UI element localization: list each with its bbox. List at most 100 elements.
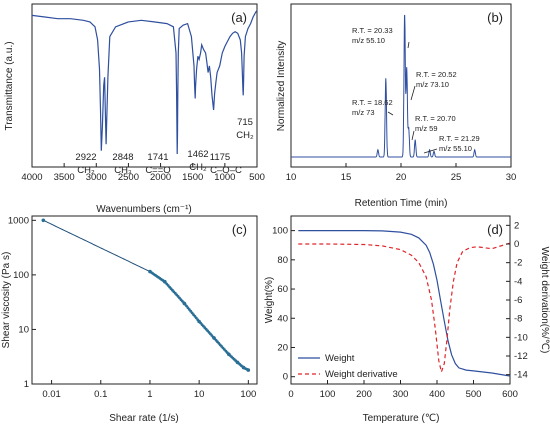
panel-c-xtick-label: 0.1 [94,389,107,400]
panel-a-ir-line [31,10,258,155]
panel-c-ticks: 0.01 0.1 1 10 100 1 10 100 1000 [8,215,256,400]
panel-b-x-ticks: 10 15 20 25 30 [286,163,517,183]
panel-d-xtick-label: 500 [466,389,482,400]
panel-b-chromatogram-line [291,14,511,158]
panel-d-y2tick-label: -8 [514,314,522,325]
panel-d-xtick-label: 300 [393,389,409,400]
panel-d-y2tick-label: -14 [514,370,528,381]
legend-derivative-label: Weight derivative [325,369,398,380]
viscosity-point [246,368,250,372]
panel-d-y2tick-label: 2 [514,220,519,231]
panel-d-ytick-label: 40 [277,313,288,324]
annotation-1175: 1175 [210,152,230,163]
annotation-1741: 1741 [147,152,168,163]
panel-a-xtick-label: 4000 [21,172,42,183]
panel-c-xtick-label: 100 [240,389,256,400]
panel-a-annotations: 2922 CH₂ 2848 CH₃ 1741 C==O 1462 CH₂ 117… [75,117,254,176]
arrow-1862 [387,111,394,116]
panel-c-label: (c) [232,222,247,237]
panel-d-y2tick-label: -10 [514,332,528,343]
panel-a-xtick-label: 1000 [214,172,235,183]
annotation-1462: 1462 [187,149,208,160]
annotation-2848-group: CH₃ [114,165,132,176]
annotation-1741-group: C==O [145,165,170,176]
panel-b-xtick-label: 10 [286,172,297,183]
panel-a-xtick-label: 3500 [54,172,75,183]
panel-d-xlabel: Temperature (℃) [363,413,440,424]
panel-c: (c) 0.01 0.1 1 10 100 1 10 100 1000 Shear rate (… [1,215,258,424]
arrow-2052 [410,85,416,101]
annotation-rt-2052: R.T. = 20.52 [416,70,457,79]
panel-d-ytick-label: 60 [277,284,288,295]
panel-c-ytick-label: 1000 [8,215,29,226]
panel-d-y2tick-label: -6 [514,295,522,306]
arrow-2033 [407,41,410,49]
annotation-2922-group: CH₂ [77,165,95,176]
panel-c-ytick-label: 100 [13,270,29,281]
annotation-rt-1862: R.T. = 18.62 [352,98,393,107]
panel-d-frame [290,215,511,385]
panel-d-legend: Weight Weight derivative [298,353,398,380]
panel-c-ytick-label: 10 [18,324,29,335]
panel-b-xtick-label: 30 [506,172,517,183]
weight-derivative-line [298,242,511,375]
panel-d-xtick-label: 0 [288,389,293,400]
panel-d-ytick-label: 20 [277,342,288,353]
panel-d-ytick-label: 100 [272,226,288,237]
panel-b-annotations: R.T. = 20.33 m/z 55.10 R.T. = 20.52 m/z … [352,26,480,154]
panel-c-frame [31,215,258,385]
annotation-rt-2033: R.T. = 20.33 [352,26,393,35]
panel-d-ytick-label: 0 [283,372,288,383]
panel-c-ylabel: Shear viscosity (Pa s) [1,252,12,349]
panel-d-xtick-label: 400 [429,389,445,400]
panel-a-xtick-label: 2000 [150,172,171,183]
panel-d-xtick-label: 100 [320,389,336,400]
panel-b-xlabel: Retention Time (min) [355,198,448,209]
panel-b: (b) 10 15 20 25 30 Retention Time (min) Norm… [276,3,517,209]
weight-line [298,230,511,377]
annotation-mz-2033: m/z 55.10 [352,36,385,45]
panel-c-xtick-label: 1 [147,389,152,400]
panel-d-ylabel: Weight(%) [264,277,275,324]
annotation-mz-2052: m/z 73.10 [416,80,449,89]
arrow-2070 [411,130,415,141]
panel-c-data [41,218,251,372]
annotation-2848: 2848 [112,152,133,163]
panel-a-xlabel: Wavenumbers (cm⁻¹) [96,204,191,215]
panel-b-ylabel: Normalized Intensity [276,41,287,132]
panel-d-y2tick-label: -2 [514,258,522,269]
panel-b-xtick-label: 25 [451,172,462,183]
annotation-1462-group: CH₂ [189,162,207,173]
panel-d-y2label: Weight derivation(%/℃) [539,247,550,354]
panel-d-y2tick-label: -4 [514,276,522,287]
panel-a-xtick-label: 500 [249,172,265,183]
panel-a-x-ticks: 4000 3500 3000 2500 2000 1500 1000 500 [21,163,265,183]
panel-d-y2tick-label: 0 [514,239,519,250]
panel-a-frame [31,3,258,168]
annotation-rt-2129: R.T. = 21.29 [439,134,480,143]
panel-c-ytick-label: 1 [24,379,29,390]
panel-d-xtick-label: 600 [502,389,518,400]
panel-b-xtick-label: 20 [396,172,407,183]
annotation-1175-group: C–O–C [210,165,242,176]
annotation-mz-2129: m/z 55.10 [439,144,472,153]
annotation-mz-2070: m/z 59 [415,124,438,133]
viscosity-line [43,219,249,371]
panel-a: (a) 4000 3500 3000 2500 2000 1500 1000 500 Wave… [4,3,265,215]
annotation-mz-1862: m/z 73 [352,108,375,117]
annotation-715-group: CH₂ [236,130,254,141]
panel-b-xtick-label: 15 [341,172,352,183]
panel-a-xtick-label: 2500 [118,172,139,183]
panel-c-xlabel: Shear rate (1/s) [109,413,178,424]
panel-d-xtick-label: 200 [356,389,372,400]
annotation-2922: 2922 [75,152,96,163]
panel-d-ytick-label: 80 [277,255,288,266]
panel-a-xtick-label: 3000 [86,172,107,183]
panel-d-y2tick-label: -12 [514,351,528,362]
panel-b-label: (b) [487,10,503,25]
panel-a-xtick-label: 1500 [182,172,203,183]
arrow-2129 [423,148,438,154]
